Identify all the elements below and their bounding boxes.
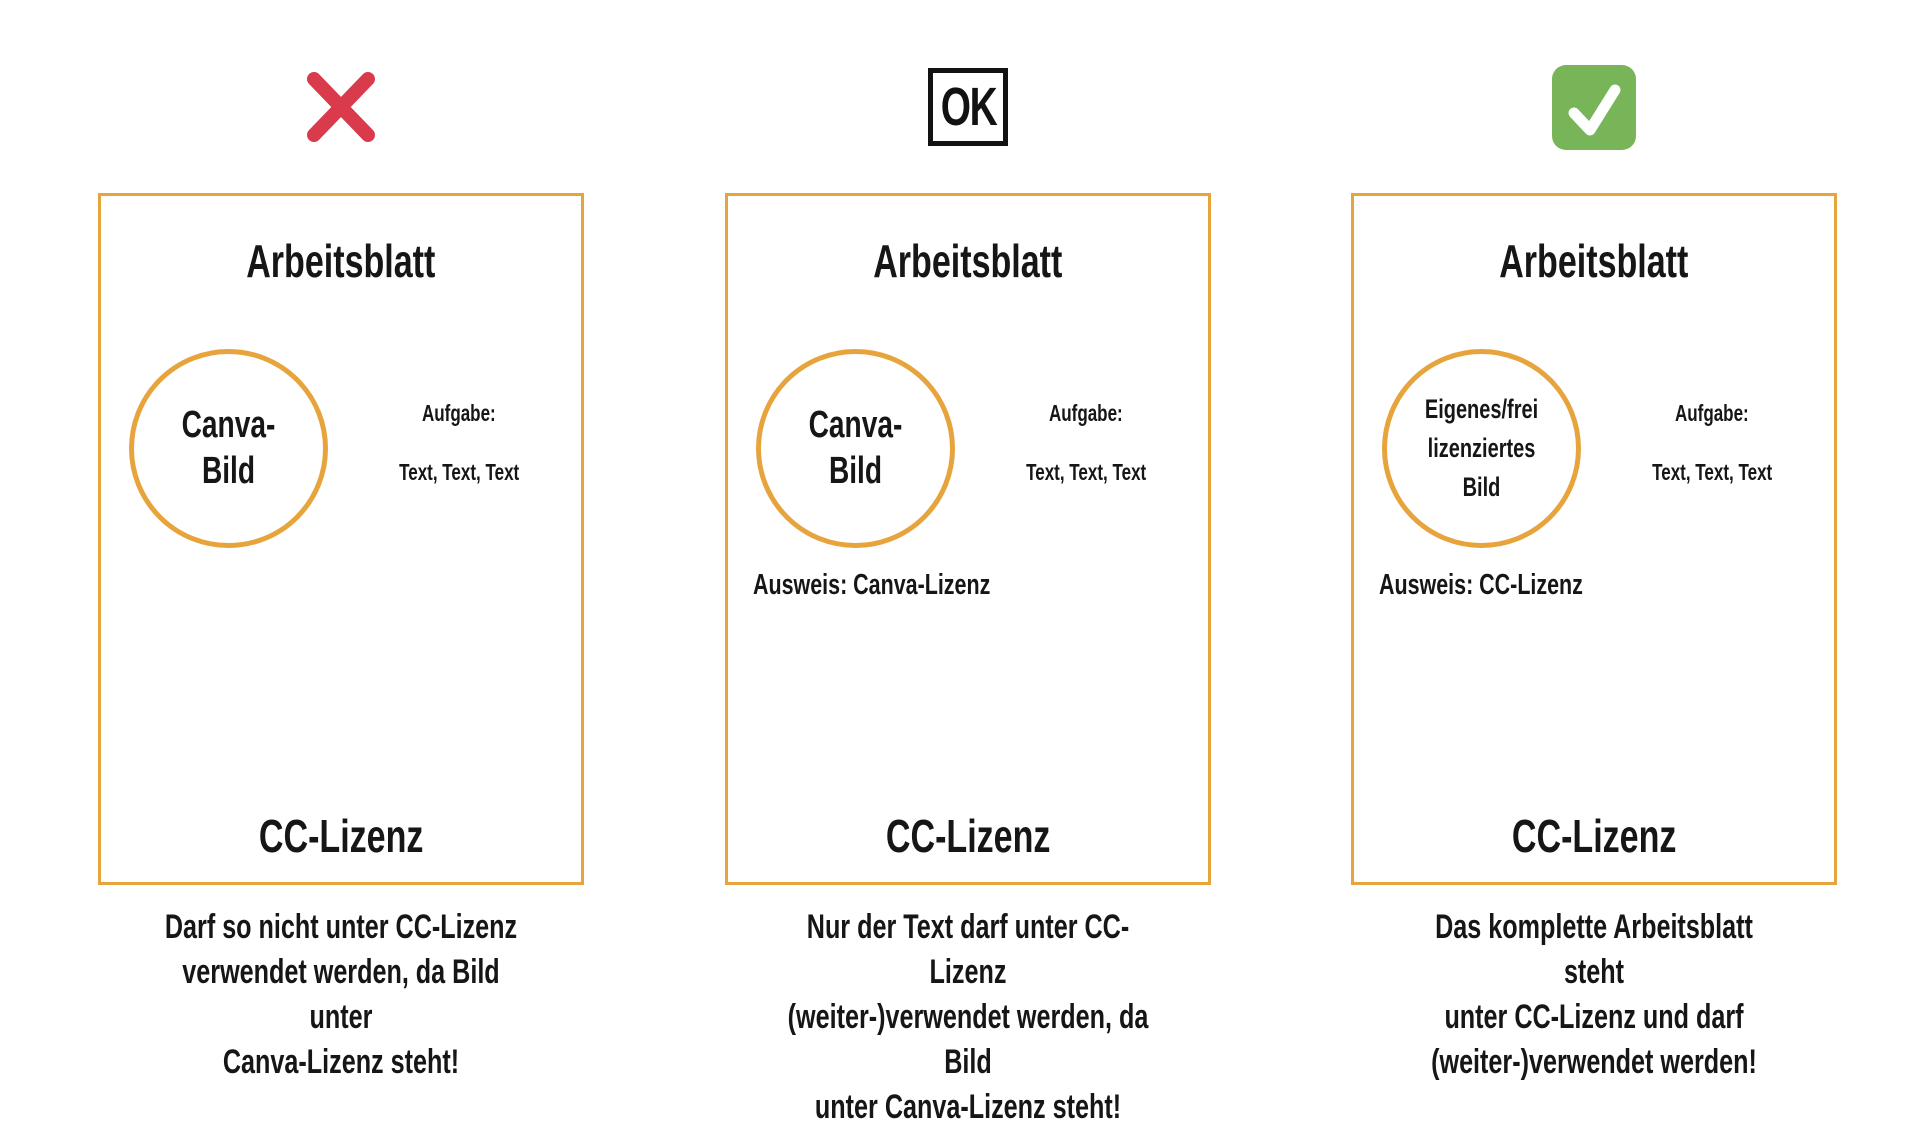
- cross-mark-icon: [307, 72, 375, 142]
- task-text: Text, Text, Text: [1651, 458, 1773, 485]
- task-text: Text, Text, Text: [398, 458, 520, 485]
- cc-license-label: CC-Lizenz: [1511, 809, 1677, 862]
- worksheet-card: Arbeitsblatt Eigenes/frei lizenziertes B…: [1351, 193, 1837, 885]
- cc-license-label: CC-Lizenz: [258, 809, 424, 862]
- task-label: Aufgabe:: [422, 400, 496, 426]
- verdict-icon-zone: OK: [725, 62, 1211, 152]
- circle-label: Canva-Bild: [181, 403, 276, 492]
- column-caption: Darf so nicht unter CC-Lizenz verwendet …: [164, 908, 518, 1081]
- worksheet-title: Arbeitsblatt: [873, 235, 1063, 287]
- task-block: Aufgabe: Text, Text, Text: [1592, 400, 1832, 486]
- task-block: Aufgabe: Text, Text, Text: [966, 400, 1206, 486]
- task-text: Text, Text, Text: [1025, 458, 1147, 485]
- column-caption: Nur der Text darf unter CC-Lizenz (weite…: [787, 908, 1149, 1126]
- image-placeholder-circle: Eigenes/frei lizenziertes Bild: [1382, 349, 1581, 548]
- column-caption: Das komplette Arbeitsblatt steht unter C…: [1431, 908, 1757, 1081]
- license-note: Ausweis: Canva-Lizenz: [753, 569, 991, 601]
- image-placeholder-circle: Canva-Bild: [129, 349, 328, 548]
- worksheet-title: Arbeitsblatt: [1499, 235, 1689, 287]
- verdict-icon-zone: [98, 62, 584, 152]
- task-label: Aufgabe:: [1675, 400, 1749, 426]
- license-note: Ausweis: CC-Lizenz: [1379, 569, 1583, 601]
- image-placeholder-circle: Canva-Bild: [756, 349, 955, 548]
- circle-label: Eigenes/frei lizenziertes Bild: [1424, 393, 1539, 503]
- cross-stroke: [307, 72, 375, 142]
- check-square: [1552, 64, 1636, 150]
- task-label: Aufgabe:: [1049, 400, 1123, 426]
- worksheet-card: Arbeitsblatt Canva-Bild Aufgabe: Text, T…: [98, 193, 584, 885]
- cc-license-label: CC-Lizenz: [885, 809, 1051, 862]
- task-block: Aufgabe: Text, Text, Text: [339, 400, 579, 486]
- worksheet-title: Arbeitsblatt: [246, 235, 436, 287]
- circle-label: Canva-Bild: [808, 403, 903, 492]
- check-stroke: [1568, 84, 1621, 135]
- worksheet-card: Arbeitsblatt Canva-Bild Aufgabe: Text, T…: [725, 193, 1211, 885]
- verdict-icon-zone: [1351, 62, 1837, 152]
- ok-badge-icon: OK: [928, 68, 1008, 146]
- ok-badge-text: OK: [940, 77, 997, 137]
- check-mark-icon: [1552, 64, 1636, 150]
